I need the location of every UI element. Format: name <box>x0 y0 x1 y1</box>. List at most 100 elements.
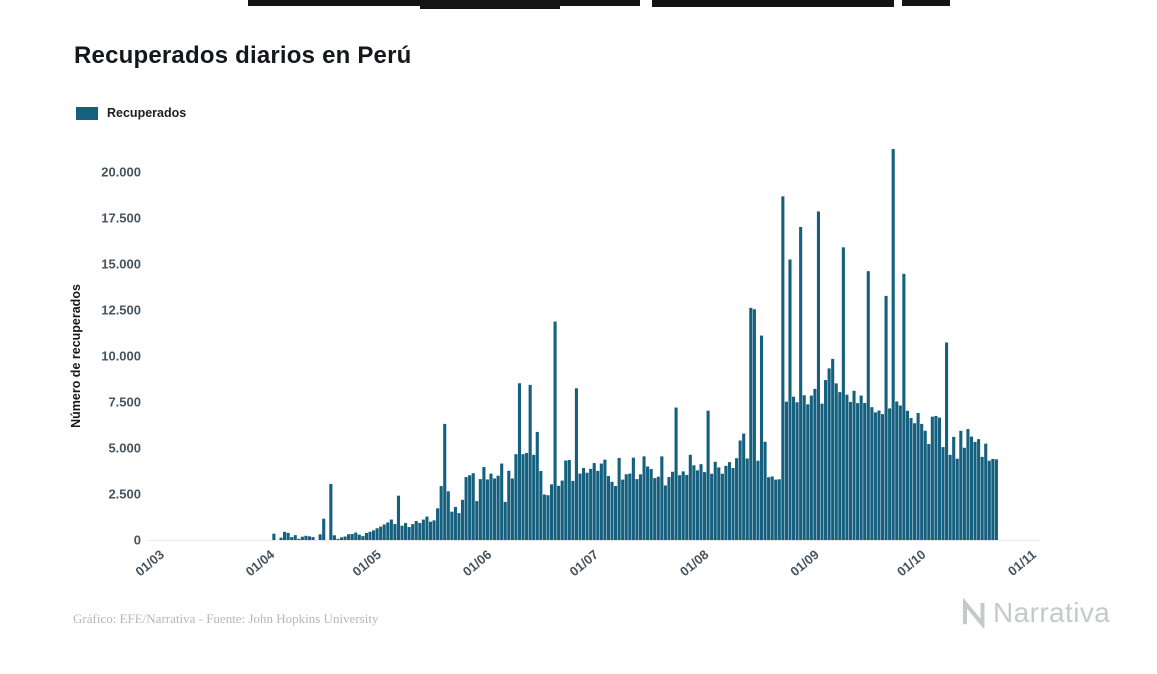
bar <box>720 473 724 540</box>
bar <box>414 520 418 540</box>
bar <box>542 494 546 540</box>
bar <box>710 473 714 540</box>
bar <box>809 395 813 540</box>
bar <box>571 480 575 540</box>
bar <box>713 461 717 540</box>
bar <box>628 473 632 540</box>
bar <box>955 458 959 540</box>
bar <box>624 474 628 540</box>
brand-name: Narrativa <box>993 597 1111 628</box>
bar <box>888 408 892 540</box>
bar <box>966 429 970 540</box>
bar <box>895 401 899 540</box>
bar <box>706 410 710 540</box>
bar <box>300 536 304 540</box>
bar <box>418 523 422 540</box>
bar <box>646 466 650 540</box>
bar <box>293 535 297 540</box>
y-tick-label: 5.000 <box>108 441 141 456</box>
bar <box>877 410 881 540</box>
bar <box>606 476 611 540</box>
bar <box>460 499 465 540</box>
bar <box>859 395 863 540</box>
bar <box>642 456 646 540</box>
bar <box>336 538 340 540</box>
bar <box>667 477 671 540</box>
bar <box>806 404 810 540</box>
bar <box>987 460 991 540</box>
bar <box>400 525 404 540</box>
bar <box>307 536 312 540</box>
bar <box>382 524 386 540</box>
bar <box>564 460 568 540</box>
bar <box>945 342 949 540</box>
top-edge-artifact <box>902 0 950 6</box>
legend-label: Recuperados <box>107 106 187 120</box>
bar <box>521 454 525 540</box>
bar <box>745 458 749 540</box>
bar <box>649 469 653 540</box>
y-axis-title: Número de recuperados <box>69 284 83 428</box>
bar <box>984 443 988 540</box>
bar <box>517 383 522 540</box>
bar <box>603 459 607 540</box>
bar <box>880 414 885 540</box>
bar <box>848 401 853 540</box>
bar <box>475 501 479 540</box>
y-tick-label: 2.500 <box>108 487 141 502</box>
bar <box>553 321 557 540</box>
bar <box>703 472 707 540</box>
bar <box>272 533 276 540</box>
bar <box>688 454 692 540</box>
bar <box>283 531 287 540</box>
bar <box>852 390 856 540</box>
bar <box>596 470 600 540</box>
bar <box>905 410 909 540</box>
bar <box>318 534 322 540</box>
bar <box>581 468 586 540</box>
y-tick-label: 12.500 <box>101 303 141 318</box>
bar <box>937 417 942 540</box>
bar <box>920 423 924 540</box>
bar <box>614 486 618 540</box>
bar <box>539 470 543 540</box>
bar <box>389 519 393 540</box>
bar <box>339 537 344 540</box>
bar <box>795 402 799 540</box>
x-tick-label: 01/08 <box>677 547 712 579</box>
y-tick-label: 7.500 <box>108 395 141 410</box>
bar <box>453 506 457 540</box>
bar <box>756 460 760 540</box>
bar <box>350 533 354 540</box>
bar <box>660 456 664 540</box>
bar <box>507 470 511 540</box>
bar <box>838 392 842 540</box>
chart-legend: Recuperados <box>76 106 186 120</box>
top-edge-artifact <box>652 0 894 7</box>
source-credit: Gráfico: EFE/Narrativa - Fuente: John Ho… <box>73 611 379 626</box>
bar <box>952 436 956 540</box>
bar <box>685 475 689 540</box>
bar <box>379 526 383 540</box>
bar <box>656 476 660 540</box>
legend-swatch <box>76 106 98 120</box>
bar <box>717 467 721 540</box>
bar <box>329 483 333 540</box>
bar <box>621 479 625 540</box>
bar <box>934 415 938 540</box>
bar <box>752 309 756 540</box>
bar <box>528 384 532 540</box>
bar <box>927 443 931 540</box>
bar <box>834 383 838 540</box>
bar <box>863 403 867 540</box>
bar <box>930 416 934 540</box>
bar <box>514 454 518 540</box>
bar <box>784 401 788 540</box>
bar <box>375 528 379 540</box>
bar <box>482 466 486 540</box>
bar <box>678 475 682 540</box>
bar <box>546 495 550 540</box>
bar <box>802 395 806 540</box>
bar <box>973 441 977 540</box>
bar <box>393 524 397 540</box>
